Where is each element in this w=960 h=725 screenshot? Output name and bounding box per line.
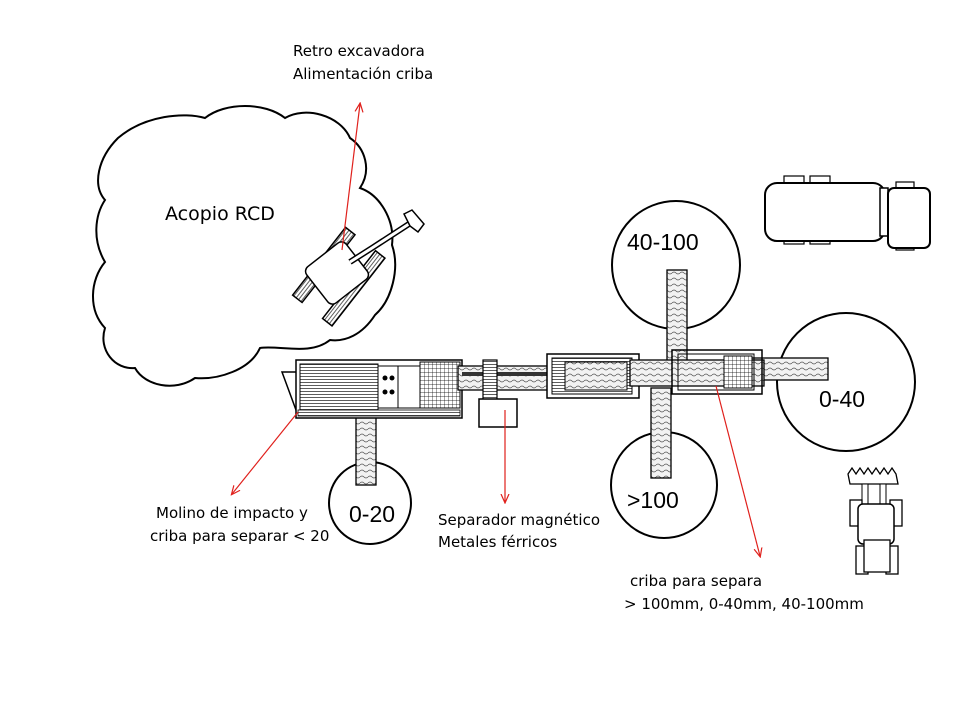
magnetic-label-line2: Metales férricos: [438, 533, 557, 551]
pile-0-40-label: 0-40: [819, 386, 865, 412]
belt-to-gt-100: [650, 387, 672, 479]
stockpile-area: [92, 105, 397, 387]
wheel-loader: [847, 466, 903, 575]
magnetic-separator: [478, 359, 518, 428]
pile-40-100: 40-100: [611, 200, 741, 330]
arrow-screen: [715, 385, 760, 556]
stockpile-label: Acopio RCD: [165, 203, 275, 225]
tanker-truck: [764, 175, 931, 251]
pile-gt-100-label: >100: [627, 487, 679, 513]
pile-gt-100: >100: [610, 431, 718, 539]
crusher-label-line2: criba para separar < 20: [150, 527, 329, 545]
arrow-excavator: [341, 104, 360, 251]
excavator-label-line2: Alimentación criba: [293, 65, 433, 83]
excavator: [291, 209, 425, 327]
arrow-crusher: [232, 411, 299, 494]
pile-0-20-label: 0-20: [349, 501, 395, 527]
screen-label-line1: criba para separa: [630, 572, 762, 590]
magnetic-label-line1: Separador magnético: [438, 511, 600, 529]
impact-crusher: [280, 359, 463, 419]
crusher-label-line1: Molino de impacto y: [156, 504, 308, 522]
pile-0-40: 0-40: [776, 312, 916, 452]
belt-to-0-20: [355, 414, 377, 486]
screen-unit: [546, 349, 765, 399]
excavator-label-line1: Retro excavadora: [293, 42, 425, 60]
screen-label-line2: > 100mm, 0-40mm, 40-100mm: [624, 595, 864, 613]
pile-40-100-label: 40-100: [627, 229, 699, 255]
belt-to-40-100: [666, 269, 688, 363]
